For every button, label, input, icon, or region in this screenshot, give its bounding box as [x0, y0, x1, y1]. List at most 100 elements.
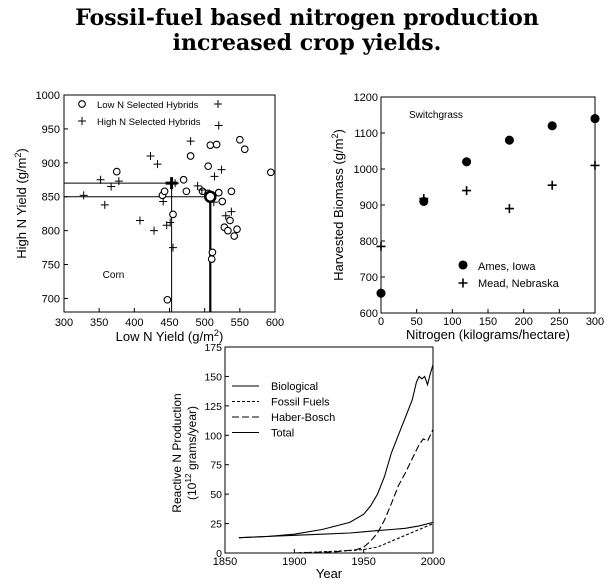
- high-n-selected-mean-marker: [165, 177, 178, 190]
- legend-low-n-plus-symbol: [214, 100, 222, 108]
- mead-nebraska-point: [590, 160, 600, 170]
- low-n-point: [169, 210, 177, 219]
- low-n-point: [182, 187, 191, 196]
- x-axis: 0 50 100 150 200 250 300: [378, 309, 604, 328]
- y-tick-label: 900: [360, 200, 378, 212]
- low-n-point: [227, 187, 236, 196]
- legend-mead-nebraska-label: Mead, Nebraska: [478, 278, 560, 290]
- x-tick-label: 350: [90, 317, 108, 329]
- low-n-point: [160, 187, 169, 196]
- high-n-point: [96, 175, 105, 184]
- x-tick-label: 300: [55, 317, 73, 329]
- legend-label: Total: [271, 428, 294, 440]
- low-n-point: [230, 232, 239, 240]
- high-n-point: [135, 216, 144, 225]
- figure-title-line-2: increased crop yields.: [172, 30, 442, 56]
- y-tick-label: 900: [42, 158, 60, 170]
- low-n-point: [224, 226, 232, 235]
- x-tick-label: 600: [266, 317, 284, 329]
- low-n-point: [226, 216, 234, 225]
- legend-high-n-symbol: [78, 117, 86, 125]
- y-tick-label: 50: [210, 489, 222, 501]
- x-tick-label: 250: [550, 316, 568, 328]
- high-n-point: [159, 197, 168, 206]
- low-n-point: [186, 152, 195, 160]
- x-tick-label: 400: [125, 317, 143, 329]
- x-tick-label: 50: [411, 316, 423, 328]
- x-tick-label: 300: [586, 316, 604, 328]
- high-n-point: [107, 182, 116, 191]
- legend: Low N Selected Hybrids High N Selected Hy…: [78, 100, 222, 128]
- series-line-fossil-fuels: [238, 523, 434, 554]
- y-tick-label: 125: [204, 401, 222, 413]
- mead-nebraska-point: [547, 180, 557, 190]
- legend-ames-iowa-symbol: [458, 260, 468, 270]
- y-tick-label: 150: [204, 371, 222, 383]
- series-ames-iowa: [376, 114, 600, 298]
- low-n-point: [208, 248, 217, 257]
- high-n-point: [197, 185, 206, 194]
- y-tick-label: 75: [210, 460, 222, 472]
- ames-iowa-point: [547, 121, 557, 131]
- series-mead-nebraska: [376, 160, 600, 251]
- y-axis-label-line-1: Reactive N Production: [170, 393, 184, 512]
- mead-nebraska-point: [376, 241, 386, 251]
- x-tick-label: 200: [514, 316, 532, 328]
- low-n-point: [179, 175, 188, 184]
- y-tick-label: 25: [210, 519, 222, 531]
- low-n-point: [235, 135, 244, 144]
- low-n-point: [163, 295, 172, 304]
- legend-low-n-label: Low N Selected Hybrids: [97, 100, 199, 111]
- plot-frame: [224, 346, 434, 554]
- x-tick-label: 1950: [351, 556, 375, 568]
- y-tick-label: 800: [42, 226, 60, 238]
- x-tick-label: 100: [443, 316, 461, 328]
- y-tick-label: 850: [42, 192, 60, 204]
- high-n-point: [221, 211, 230, 220]
- high-n-point: [153, 160, 162, 169]
- high-n-point: [150, 226, 159, 235]
- low-n-point: [204, 162, 213, 171]
- legend-label: Haber-Bosch: [271, 412, 335, 424]
- series-high-n-selected: [79, 121, 236, 252]
- mead-nebraska-point: [504, 204, 514, 214]
- legend-mead-nebraska-symbol: [458, 278, 468, 288]
- y-axis-label-line-2: (1012 grams/year): [183, 406, 199, 500]
- legend: Biological Fossil Fuels Haber-Bosch Total: [232, 381, 335, 440]
- y-axis: 700 750 800 850 900 950 1000: [36, 90, 68, 305]
- y-tick-label: 1000: [36, 90, 60, 102]
- legend-low-n-symbol: [78, 100, 86, 108]
- low-n-selected-mean-marker: [204, 190, 217, 203]
- high-n-point: [214, 121, 223, 130]
- ames-iowa-point: [462, 157, 472, 167]
- y-tick-label: 700: [360, 272, 378, 284]
- y-tick-label: 950: [42, 124, 60, 136]
- y-tick-label: 700: [42, 293, 60, 305]
- x-axis-label: Year: [316, 566, 343, 581]
- high-n-point: [193, 181, 202, 190]
- high-n-point: [166, 218, 175, 227]
- x-axis: 300 350 400 450 500 550 600: [55, 308, 284, 329]
- ames-iowa-point: [504, 135, 514, 145]
- high-n-point: [169, 243, 178, 252]
- y-axis: 600 700 800 900 1000 1100 1200: [354, 92, 385, 320]
- crop-annotation: Switchgrass: [409, 110, 463, 121]
- y-tick-label: 100: [204, 430, 222, 442]
- high-n-point: [79, 191, 88, 200]
- x-tick-label: 500: [195, 317, 213, 329]
- low-n-point: [218, 197, 227, 206]
- ames-iowa-point: [590, 114, 600, 124]
- y-axis: 0 25 50 75 100 125 150 175: [204, 342, 229, 560]
- mead-nebraska-point: [419, 194, 429, 204]
- mead-nebraska-point: [462, 186, 472, 196]
- y-axis-label: High N Yield (g/m2): [13, 148, 29, 259]
- x-axis-label: Low N Yield (g/m2): [116, 328, 224, 344]
- y-tick-label: 1000: [354, 164, 378, 176]
- high-n-point: [146, 152, 155, 161]
- figure-title: Fossil-fuel based nitrogen production in…: [0, 6, 614, 56]
- y-tick-label: 600: [360, 308, 378, 320]
- x-tick-label: 1900: [282, 556, 306, 568]
